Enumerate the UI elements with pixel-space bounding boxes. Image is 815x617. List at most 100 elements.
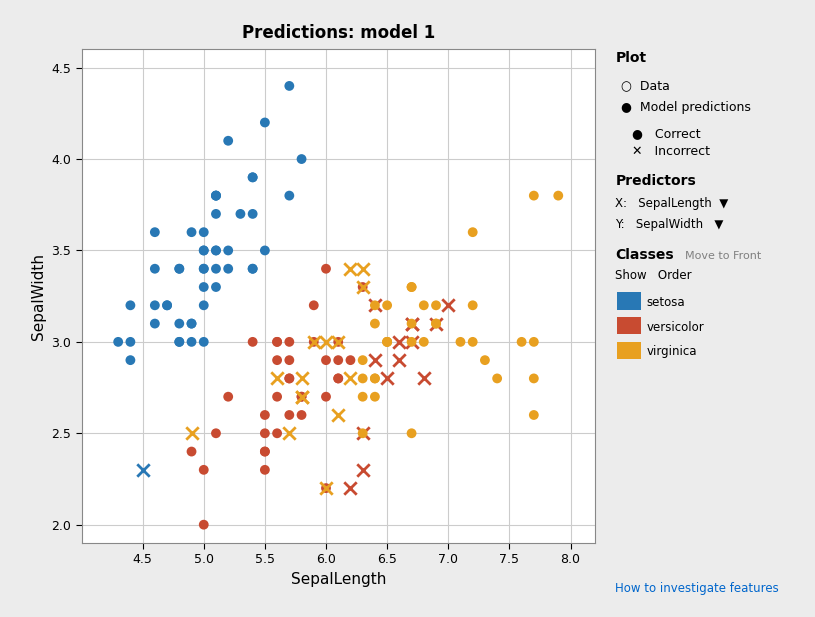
Point (185, 428, 198, 438)
Text: setosa: setosa (646, 296, 685, 309)
Point (368, 355, 381, 365)
Point (295, 392, 308, 402)
Point (307, 337, 320, 347)
Point (258, 465, 271, 474)
Point (258, 447, 271, 457)
X-axis label: SepalLength: SepalLength (290, 572, 386, 587)
Point (356, 355, 369, 365)
Point (148, 227, 161, 237)
Point (173, 264, 186, 274)
Point (454, 337, 467, 347)
Text: Predictors: Predictors (615, 174, 696, 188)
Point (381, 337, 394, 347)
Point (148, 300, 161, 310)
Point (271, 392, 284, 402)
Point (344, 264, 357, 274)
Point (283, 373, 296, 383)
Point (319, 483, 333, 493)
Point (197, 520, 210, 529)
Point (209, 191, 222, 201)
Point (515, 337, 528, 347)
Point (356, 465, 369, 474)
Point (295, 392, 308, 402)
Point (430, 318, 443, 328)
Point (356, 392, 369, 402)
Point (295, 392, 308, 402)
Point (283, 191, 296, 201)
Point (258, 246, 271, 255)
Point (197, 282, 210, 292)
Point (295, 392, 308, 402)
Text: Classes: Classes (615, 248, 674, 262)
Point (527, 191, 540, 201)
Point (209, 282, 222, 292)
Point (209, 246, 222, 255)
Point (344, 373, 357, 383)
Point (381, 300, 394, 310)
Point (197, 264, 210, 274)
Point (356, 282, 369, 292)
Point (148, 318, 161, 328)
Point (246, 264, 259, 274)
Point (527, 373, 540, 383)
Point (209, 264, 222, 274)
Point (466, 227, 479, 237)
Point (246, 337, 259, 347)
Text: ●  Model predictions: ● Model predictions (621, 101, 751, 114)
Point (258, 428, 271, 438)
Point (173, 318, 186, 328)
Point (356, 428, 369, 438)
Point (222, 392, 235, 402)
Point (295, 154, 308, 164)
Point (185, 227, 198, 237)
Text: How to investigate features: How to investigate features (615, 582, 779, 595)
Point (368, 392, 381, 402)
Point (271, 337, 284, 347)
Point (332, 337, 345, 347)
Point (319, 355, 333, 365)
Point (197, 300, 210, 310)
Point (124, 337, 137, 347)
Point (246, 172, 259, 182)
Point (209, 428, 222, 438)
Point (283, 410, 296, 420)
Point (356, 428, 369, 438)
Point (222, 246, 235, 255)
Title: Predictions: model 1: Predictions: model 1 (241, 24, 435, 42)
Point (332, 373, 345, 383)
Point (368, 318, 381, 328)
Point (368, 300, 381, 310)
Text: ○  Data: ○ Data (621, 80, 670, 93)
Point (283, 337, 296, 347)
Point (307, 300, 320, 310)
Point (295, 373, 308, 383)
Point (442, 300, 455, 310)
Point (185, 318, 198, 328)
Point (271, 337, 284, 347)
Point (148, 264, 161, 274)
Point (283, 428, 296, 438)
Text: Show   Order: Show Order (615, 269, 692, 282)
Point (197, 227, 210, 237)
Point (295, 410, 308, 420)
Point (283, 81, 296, 91)
Point (356, 373, 369, 383)
Point (368, 373, 381, 383)
Point (112, 337, 125, 347)
Text: ✕   Incorrect: ✕ Incorrect (632, 146, 710, 159)
Point (381, 337, 394, 347)
Point (368, 300, 381, 310)
Point (552, 191, 565, 201)
Point (405, 282, 418, 292)
Point (319, 392, 333, 402)
Point (246, 264, 259, 274)
Point (405, 318, 418, 328)
Point (197, 246, 210, 255)
Point (417, 300, 430, 310)
Point (332, 410, 345, 420)
Point (527, 337, 540, 347)
Point (258, 410, 271, 420)
Point (368, 373, 381, 383)
Point (197, 264, 210, 274)
Point (393, 337, 406, 347)
